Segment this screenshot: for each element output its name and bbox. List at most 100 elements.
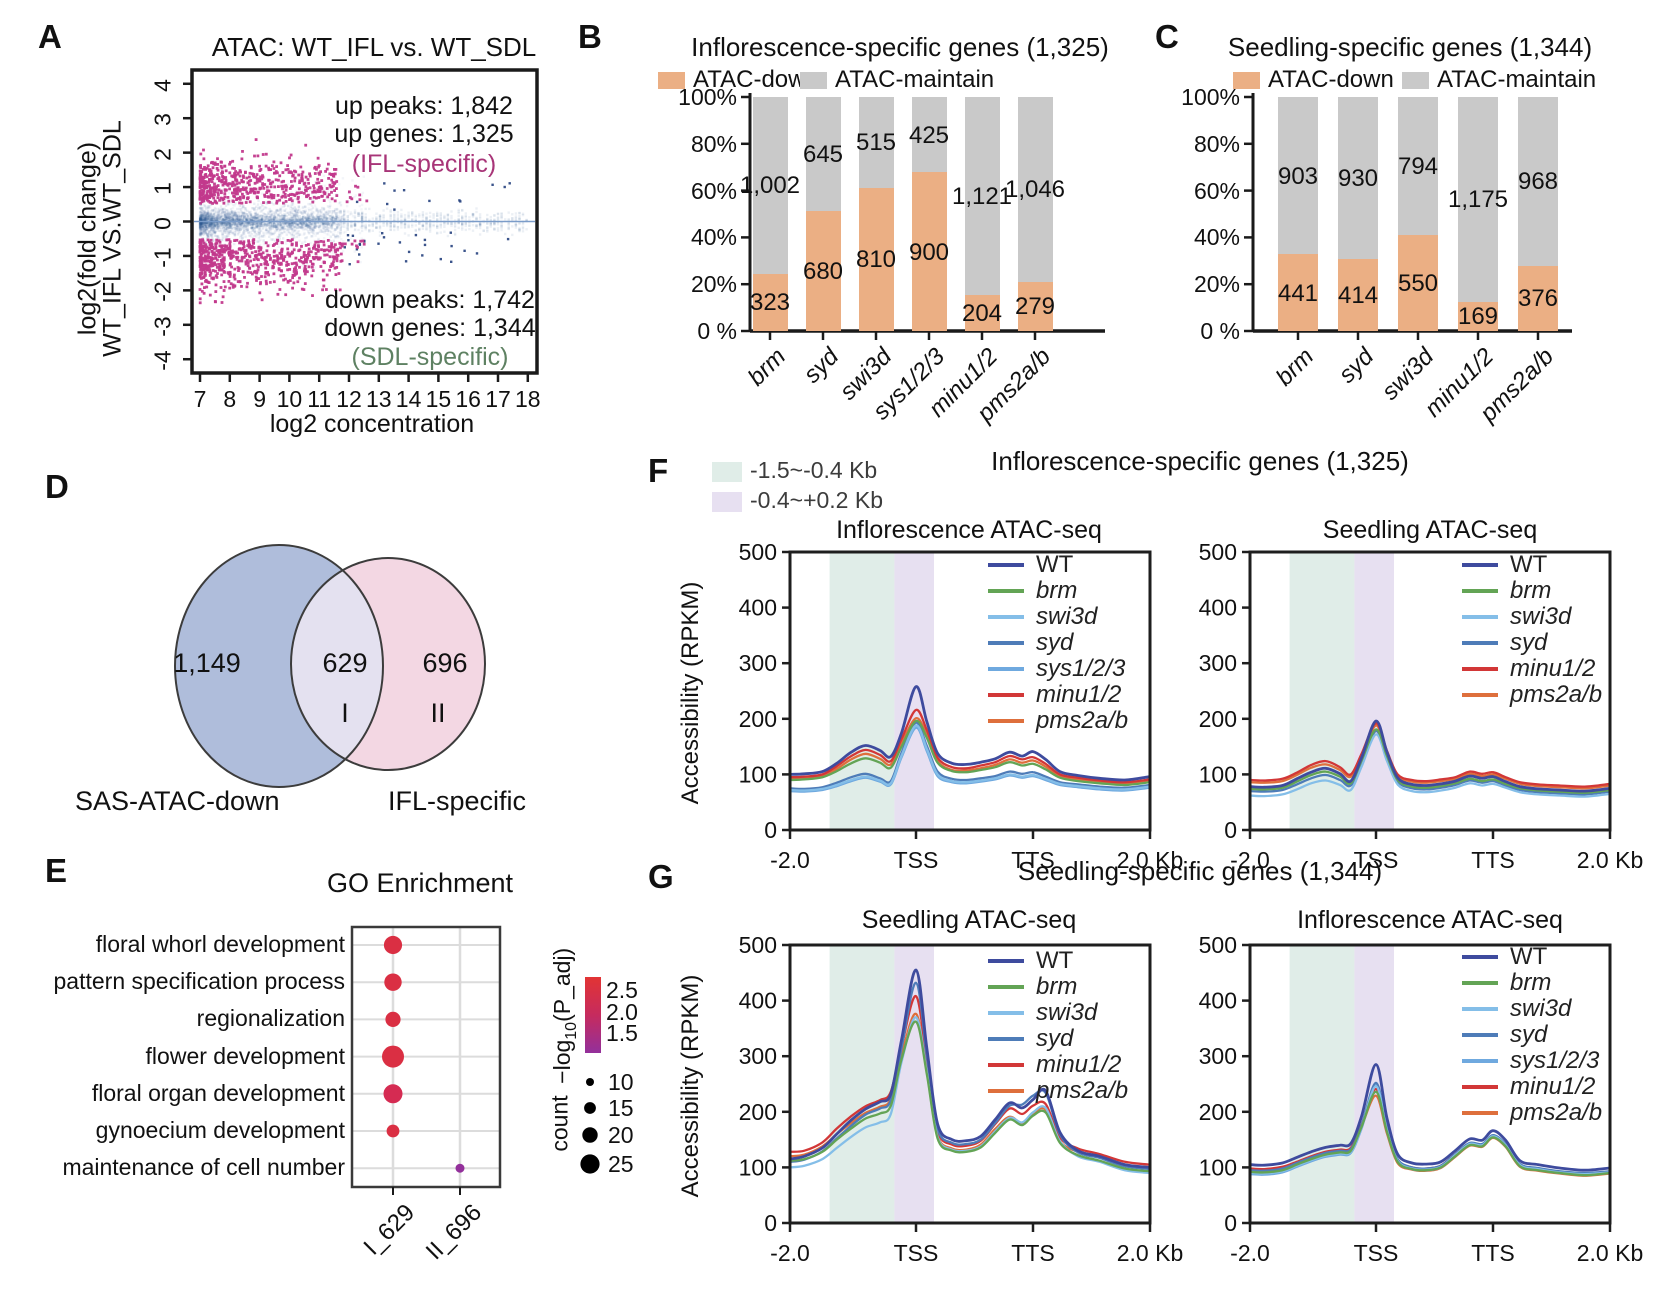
x-tick-label: 2.0 Kb (1117, 1240, 1184, 1266)
f-left-title: Inflorescence ATAC-seq (836, 516, 1102, 544)
legend-line-swatch (988, 719, 1024, 723)
venn-intersection (291, 558, 383, 770)
venn-left-value: 1,149 (173, 648, 241, 678)
y-tick-label: 60% (690, 177, 737, 204)
venn-region-ii: II (430, 698, 446, 728)
legend-label: minu1/2 (1510, 655, 1596, 682)
x-tick-label: 15 (425, 386, 452, 412)
y-tick-label: 0 (764, 817, 777, 843)
line-plot: 0 100 200 300 400 500 -2.0 TSS TTS 2.0 Kb (1186, 539, 1666, 887)
series-pms2ab (1251, 724, 1609, 790)
x-tick-label: 10 (276, 386, 303, 412)
bar-value-maintain: 903 (1277, 162, 1319, 190)
x-tick-label: TSS (1354, 847, 1399, 873)
g-ylabel: Accessibility (RPKM) (677, 974, 704, 1198)
legend-item: sys1/2/3 (988, 656, 1128, 682)
count-legend-dot (582, 1127, 598, 1143)
legend-item: syd (988, 1026, 1128, 1052)
legend-line-swatch (1462, 667, 1498, 671)
legend-label: WT (1036, 947, 1074, 974)
go-term-label: gynoecium development (95, 1117, 345, 1143)
legend-line-swatch (1462, 955, 1498, 959)
series-minu12 (1251, 722, 1609, 788)
bar-segment-maintain (911, 97, 947, 173)
x-tick-label: -2.0 (1230, 1240, 1270, 1266)
legend-line-swatch (988, 615, 1024, 619)
panel-c-title: Seedling-specific genes (1,344) (1227, 32, 1593, 62)
series-WT (1251, 719, 1609, 793)
legend-item: brm (1462, 578, 1602, 604)
y-tick-label: 400 (739, 595, 777, 621)
legend-item: swi3d (988, 1000, 1128, 1026)
colorbar-tick: 2.5 (606, 977, 638, 1003)
band-green-swatch (712, 462, 742, 482)
atac-maintain-swatch (800, 72, 827, 89)
legend-item: syd (1462, 630, 1602, 656)
x-tick-label: TTS (1471, 847, 1514, 873)
bar-segment-maintain (805, 97, 841, 211)
bar-value-down: 376 (1517, 285, 1559, 313)
atac-maintain-label: ATAC-maintain (1437, 66, 1597, 93)
count-legend-dot (580, 1154, 600, 1174)
bar-segment-down (1458, 301, 1498, 331)
x-tick-label: TTS (1011, 847, 1054, 873)
x-tick-label: TSS (894, 1240, 939, 1266)
bar-value-maintain: 1,002 (739, 172, 801, 200)
y-tick-label: 200 (739, 1099, 777, 1125)
bar-segment-maintain (1398, 97, 1438, 236)
x-tick-label: 8 (223, 386, 237, 412)
atac-down-label: ATAC-down (1268, 66, 1394, 93)
go-term-label: regionalization (196, 1005, 345, 1032)
shaded-band (829, 946, 895, 1222)
bar-segment-maintain (1278, 97, 1318, 255)
legend-line-swatch (1462, 641, 1498, 645)
band-purple-swatch (712, 492, 742, 512)
ifl-specific-text: (IFL-specific) (351, 150, 497, 178)
down-peaks-text: down peaks: 1,742 (325, 286, 535, 314)
bar-value-down: 550 (1397, 270, 1439, 298)
legend-line-swatch (1462, 563, 1498, 567)
go-dot (384, 973, 402, 991)
y-tick-label: 40% (690, 224, 737, 251)
atac-down-swatch (658, 72, 685, 89)
venn-intersection-value: 629 (322, 648, 368, 678)
legend-label: minu1/2 (1036, 1051, 1122, 1078)
legend-item: WT (1462, 552, 1602, 578)
legend-label: WT (1510, 551, 1548, 578)
bar-value-maintain: 645 (802, 140, 844, 168)
colorbar-tick: 1.5 (606, 1020, 638, 1046)
legend-label: brm (1510, 969, 1552, 996)
x-tick-label: 16 (455, 386, 481, 412)
y-tick-label: 500 (739, 932, 777, 958)
colorbar (585, 977, 601, 1053)
f-right-title: Seedling ATAC-seq (1322, 516, 1538, 544)
plot-border (788, 943, 1152, 1225)
y-tick-label: 80% (690, 130, 737, 157)
y-tick-label: 300 (1199, 650, 1237, 676)
y-tick-label: 60% (1193, 177, 1240, 204)
panel-g-letter: G (648, 858, 674, 895)
legend-line-swatch (988, 641, 1024, 645)
shaded-band (1289, 946, 1355, 1222)
go-term-label: floral organ development (91, 1079, 345, 1106)
legend-label: syd (1510, 629, 1548, 656)
bar-value-down: 414 (1337, 281, 1379, 309)
count-legend-value: 15 (608, 1095, 634, 1121)
plot-border (788, 550, 1152, 832)
legend-line-swatch (988, 589, 1024, 593)
y-tick-label: 300 (739, 1043, 777, 1069)
y-tick-label: 100% (678, 84, 737, 110)
bar-value-maintain: 425 (908, 121, 950, 149)
panel-b-title: Inflorescence-specific genes (1,325) (691, 32, 1109, 62)
panel-d-letter: D (45, 468, 69, 505)
x-tick-label: 18 (515, 386, 541, 412)
panel-g-title: Seedling-specific genes (1,344) (1017, 856, 1383, 886)
count-legend-dot (584, 1102, 596, 1114)
venn-right-value: 696 (422, 648, 468, 678)
legend-label: swi3d (1036, 603, 1098, 630)
panel-e-letter: E (45, 852, 68, 889)
x-tick-label: TTS (1471, 1240, 1514, 1266)
legend-item: minu1/2 (988, 682, 1128, 708)
